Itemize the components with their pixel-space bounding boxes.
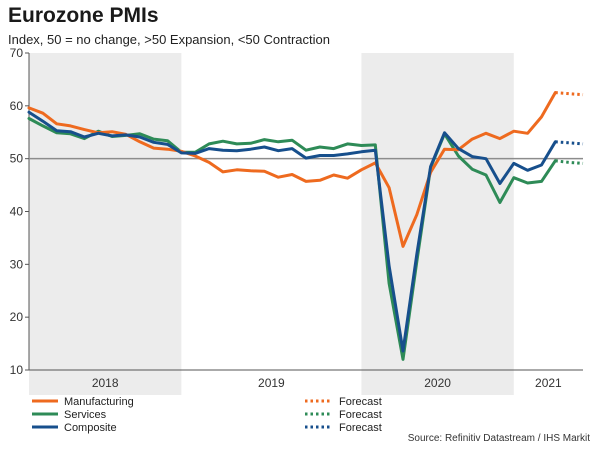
- series-lines: [27, 91, 584, 361]
- y-tick-label: 30: [10, 257, 24, 271]
- y-tick-label: 20: [10, 310, 24, 324]
- x-year-label: 2019: [258, 376, 285, 390]
- x-year-label: 2020: [424, 376, 451, 390]
- x-year-label: 2018: [92, 376, 119, 390]
- y-tick-label: 40: [10, 205, 24, 219]
- forecast-line-services: [555, 159, 584, 165]
- legend-forecast-label-manufacturing: Forecast: [339, 396, 382, 408]
- y-tick-label: 50: [10, 152, 24, 166]
- y-tick-label: 60: [10, 99, 24, 113]
- legend-forecast-label-composite: Forecast: [339, 422, 382, 434]
- forecast-line-manufacturing: [555, 91, 584, 97]
- y-tick-label: 70: [10, 46, 24, 60]
- legend-label-composite: Composite: [64, 422, 117, 434]
- x-year-label: 2021: [535, 376, 562, 390]
- shaded-year-bands: [29, 53, 514, 395]
- line-composite: [27, 110, 557, 353]
- legend-label-manufacturing: Manufacturing: [64, 396, 134, 408]
- chart-subtitle: Index, 50 = no change, >50 Expansion, <5…: [8, 32, 330, 47]
- line-manufacturing: [27, 91, 557, 248]
- chart-title: Eurozone PMIs: [8, 4, 159, 27]
- legend-label-services: Services: [64, 409, 107, 421]
- forecast-line-composite: [555, 140, 584, 146]
- legend-forecast-label-services: Forecast: [339, 409, 382, 421]
- shaded-band-1: [361, 53, 514, 395]
- legend: Manufacturing Forecast Services Forecast Com…: [32, 396, 382, 434]
- source-note: Source: Refinitiv Datastream / IHS Marki…: [407, 433, 590, 444]
- shaded-band-0: [29, 53, 182, 395]
- axes-and-ticks: 10 20 30 40 50 60 70 2018 2019 2020 2021: [10, 46, 583, 390]
- y-tick-label: 10: [10, 363, 24, 377]
